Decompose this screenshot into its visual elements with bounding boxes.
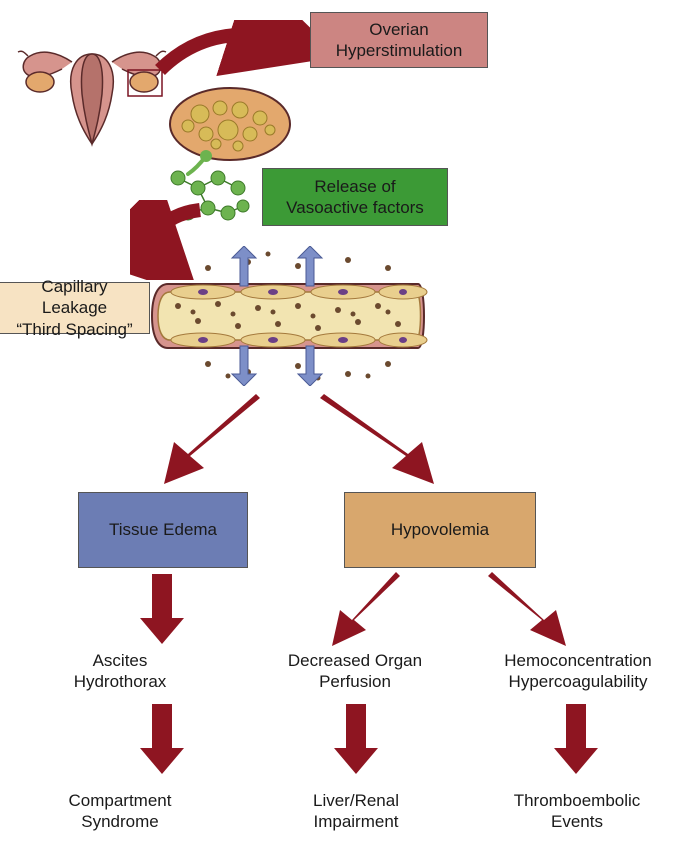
label-ascites-line1: Ascites <box>60 650 180 671</box>
label-tissue-edema: Tissue Edema <box>109 519 217 540</box>
box-ovarian-hyperstimulation: OverianHyperstimulation <box>310 12 488 68</box>
label-hemo-line1: Hemoconcentration <box>478 650 678 671</box>
label-thrombo-line2: Events <box>498 811 656 832</box>
label-hemo-line2: Hypercoagulability <box>478 671 678 692</box>
label-liver-renal: Liver/Renal Impairment <box>296 790 416 833</box>
box-capillary-leakage: Capillary Leakage“Third Spacing” <box>0 282 150 334</box>
arrow-to-ovarian-box <box>140 20 320 90</box>
label-hypovolemia: Hypovolemia <box>391 519 489 540</box>
label-ascites: Ascites Hydrothorax <box>60 650 180 693</box>
vessel-illustration <box>148 246 428 386</box>
arrow-decreased-liver <box>334 704 378 774</box>
label-compartment-line1: Compartment <box>54 790 186 811</box>
arrow-diverge-left <box>160 390 280 490</box>
arrow-hemo-thrombo <box>554 704 598 774</box>
label-decreased-line1: Decreased Organ <box>270 650 440 671</box>
label-compartment-line2: Syndrome <box>54 811 186 832</box>
label-thrombo-line1: Thromboembolic <box>498 790 656 811</box>
arrow-ascites-compartment <box>140 704 184 774</box>
label-decreased-perfusion: Decreased Organ Perfusion <box>270 650 440 693</box>
label-vasoactive: Release ofVasoactive factors <box>286 176 424 219</box>
arrow-tissue-ascites <box>140 574 184 644</box>
box-tissue-edema: Tissue Edema <box>78 492 248 568</box>
label-thromboembolic: Thromboembolic Events <box>498 790 656 833</box>
arrow-hypo-left <box>330 572 420 648</box>
arrow-hypo-right <box>470 572 570 648</box>
label-ascites-line2: Hydrothorax <box>60 671 180 692</box>
label-capillary: Capillary Leakage“Third Spacing” <box>10 276 139 340</box>
label-decreased-line2: Perfusion <box>270 671 440 692</box>
label-ovarian: OverianHyperstimulation <box>336 19 463 62</box>
label-liver-line1: Liver/Renal <box>296 790 416 811</box>
arrow-diverge-right <box>300 390 440 490</box>
label-liver-line2: Impairment <box>296 811 416 832</box>
label-compartment: Compartment Syndrome <box>54 790 186 833</box>
box-vasoactive-factors: Release ofVasoactive factors <box>262 168 448 226</box>
label-hemoconcentration: Hemoconcentration Hypercoagulability <box>478 650 678 693</box>
box-hypovolemia: Hypovolemia <box>344 492 536 568</box>
